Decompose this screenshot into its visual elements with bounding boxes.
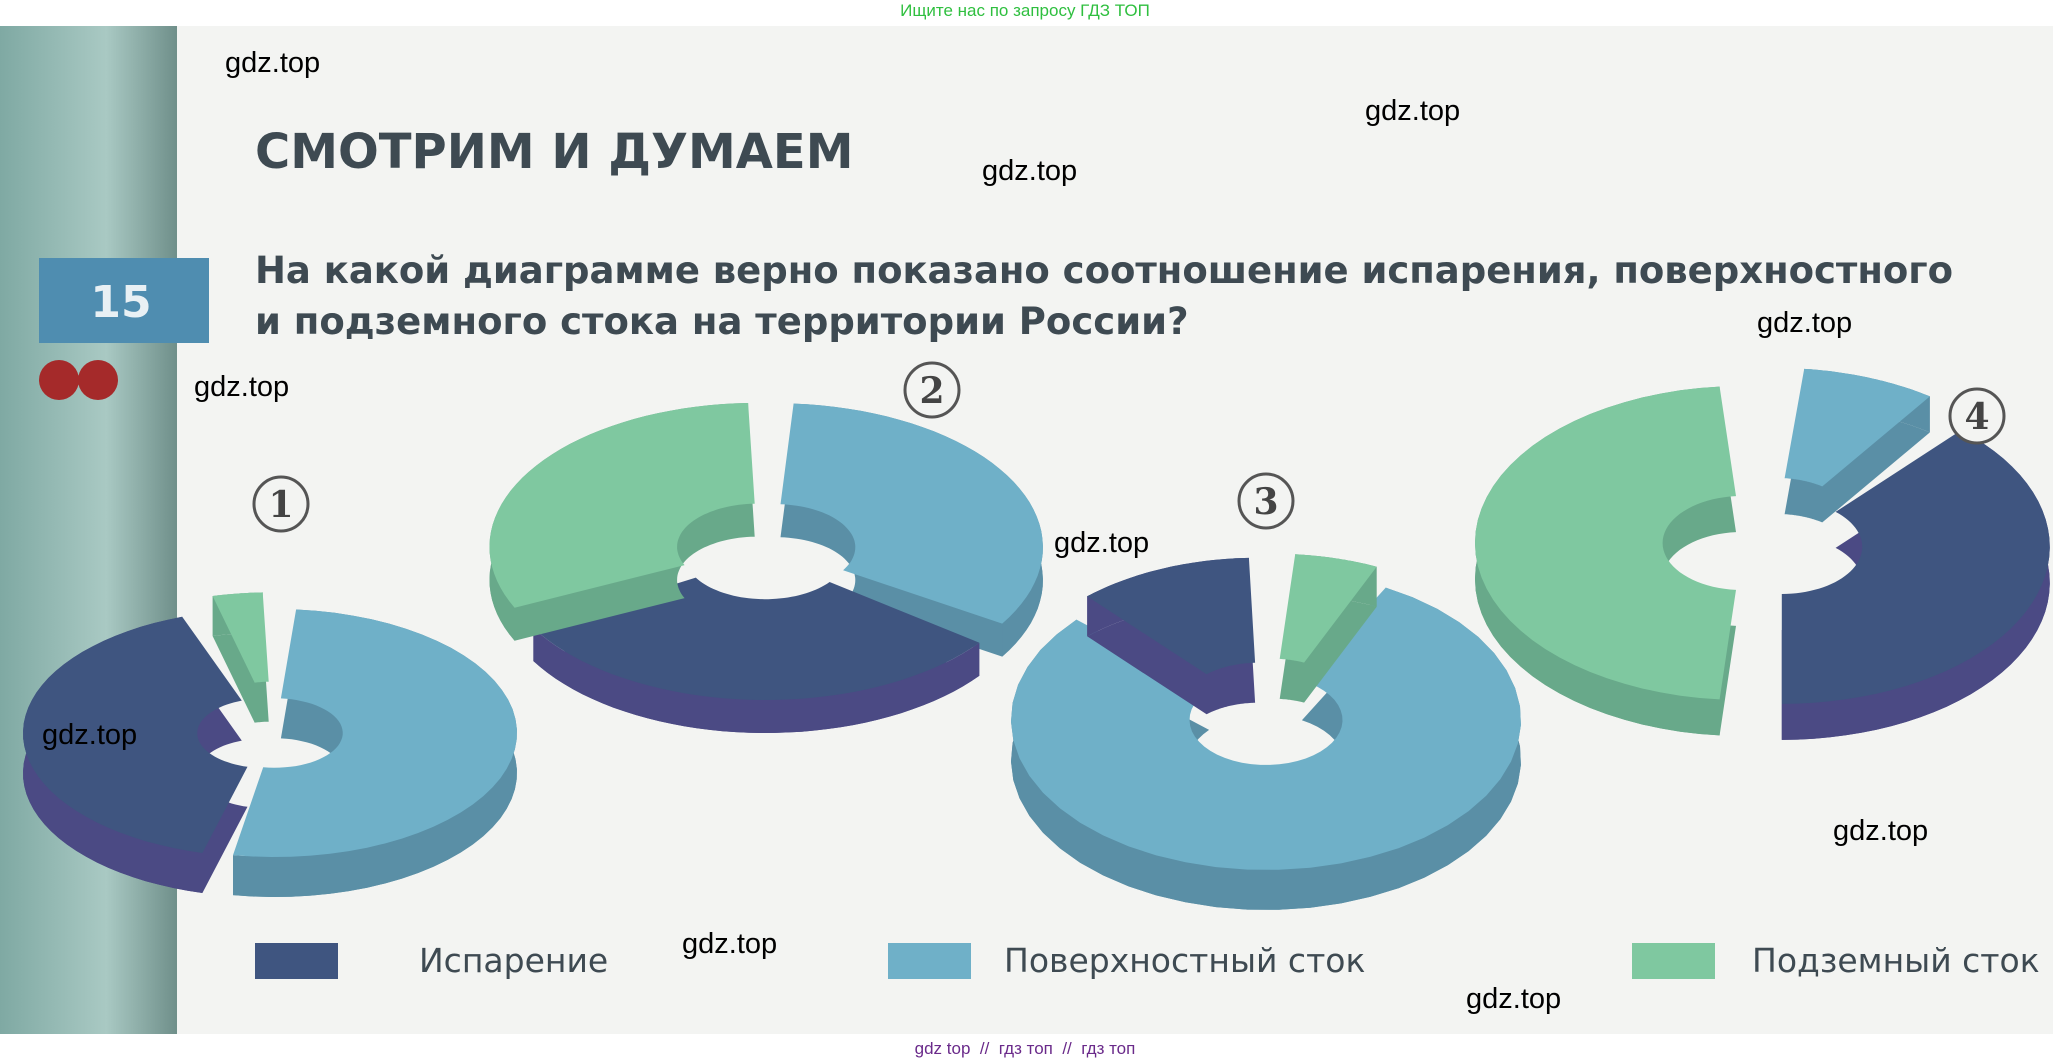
legend-swatch — [255, 943, 338, 979]
legend-label: Подземный сток — [1752, 941, 2040, 980]
segment-side — [533, 628, 980, 733]
difficulty-dot — [39, 360, 79, 400]
diagram-number: 1 — [268, 484, 293, 526]
diagram-number: 2 — [919, 370, 944, 412]
question-line: и подземного стока на территории России? — [255, 300, 1189, 343]
legend-label: Испарение — [419, 941, 608, 980]
watermark: gdz.top — [1054, 527, 1149, 559]
segment-top — [489, 403, 755, 608]
diagram-number-circle — [1237, 472, 1295, 530]
segment-top — [233, 609, 517, 857]
diagram-number-circle — [252, 475, 310, 533]
watermarks: gdz.top gdz.top gdz.top gdz.top gdz.top gdz.t… — [42, 47, 1928, 1015]
diagram-labels: 1 2 3 4 — [252, 361, 2006, 533]
watermark: gdz.top — [1466, 983, 1561, 1015]
diagram-number: 3 — [1253, 481, 1278, 523]
watermark: gdz.top — [225, 47, 320, 79]
side-strip — [0, 26, 177, 1034]
segment-top — [1087, 557, 1256, 675]
watermark: gdz.top — [1833, 815, 1928, 847]
watermark: gdz.top — [1757, 307, 1852, 339]
watermark: gdz.top — [982, 155, 1077, 187]
segment-top — [1279, 554, 1377, 663]
diagrams — [23, 368, 2050, 910]
watermark: gdz.top — [1365, 95, 1460, 127]
legend: Испарение Поверхностный сток Подземный с… — [255, 941, 2040, 980]
difficulty-dot — [78, 360, 118, 400]
legend-label: Поверхностный сток — [1004, 941, 1365, 980]
legend-swatch — [888, 943, 971, 979]
segment-top — [23, 616, 248, 853]
footer: gdz top // гдз топ // гдз топ — [915, 1039, 1136, 1058]
segment-top — [1781, 430, 2050, 704]
segment-top — [1784, 368, 1930, 487]
diagram-number-circle — [1948, 387, 2006, 445]
segment-side — [1781, 430, 2050, 740]
diagram-number: 4 — [1964, 396, 1989, 438]
section-title: СМОТРИМ И ДУМАЕМ — [255, 124, 853, 180]
segment-top — [780, 403, 1043, 624]
watermark: gdz.top — [682, 928, 777, 960]
segment-top — [212, 592, 269, 683]
question-line: На какой диаграмме верно показано соотно… — [255, 249, 1953, 292]
banner: Ищите нас по запросу ГДЗ ТОП — [900, 1, 1150, 20]
watermark: gdz.top — [42, 719, 137, 751]
diagram-number-circle — [903, 361, 961, 419]
legend-swatch — [1632, 943, 1715, 979]
task-number-box — [39, 258, 209, 343]
segment-top — [533, 577, 980, 700]
task-number: 15 — [90, 277, 151, 328]
segment-top — [1475, 386, 1736, 700]
watermark: gdz.top — [194, 371, 289, 403]
